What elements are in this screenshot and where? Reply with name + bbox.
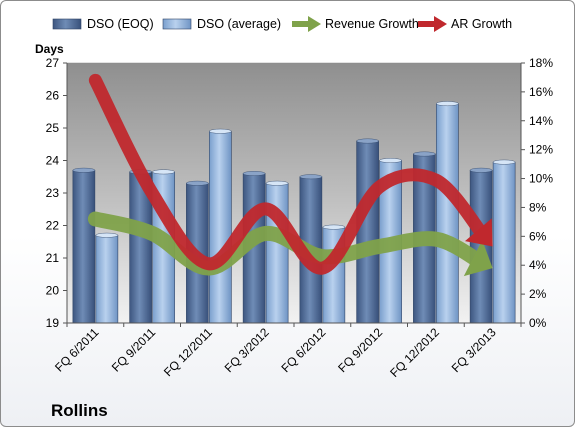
x-tick-fq-6-2012: FQ 6/2012 — [279, 325, 329, 375]
bar-cap — [436, 101, 459, 107]
legend-swatch-arrow — [308, 16, 321, 32]
bar-dso-average-3 — [265, 180, 289, 324]
bar-dso-average-7 — [492, 159, 516, 324]
y-right-tick-10: 10% — [529, 172, 553, 186]
legend-item-revenue-growth: Revenue Growth — [292, 16, 419, 32]
y-right-tick-18: 18% — [529, 56, 553, 70]
legend-item-dso-eoq: DSO (EOQ) — [52, 17, 154, 31]
bar-cap — [209, 128, 232, 134]
bar-dso-average-6 — [436, 101, 459, 324]
bar-body — [95, 234, 119, 324]
bar-cap — [242, 171, 266, 176]
y-left-tick-22: 22 — [46, 219, 60, 233]
bar-cap — [299, 174, 323, 180]
y-right-tick-12: 12% — [529, 143, 553, 157]
company-label: Rollins — [51, 401, 108, 420]
bar-cap — [492, 159, 516, 165]
legend-item-ar-growth: AR Growth — [418, 16, 512, 32]
bar-dso-average-2 — [209, 128, 232, 324]
bar-cap — [379, 158, 402, 163]
y-left-tick-26: 26 — [46, 89, 60, 103]
x-tick-fq-12-2012: FQ 12/2012 — [387, 325, 442, 380]
bar-dso-eoq-0 — [72, 167, 96, 324]
x-tick-fq-6-2011: FQ 6/2011 — [52, 325, 102, 375]
bar-cap — [152, 169, 175, 175]
legend-swatch — [162, 18, 192, 30]
bar-cap — [469, 167, 493, 173]
x-tick-fq-3-2013: FQ 3/2013 — [449, 325, 499, 375]
bar-dso-eoq-5 — [356, 138, 379, 324]
legend-item-dso-average: DSO (average) — [162, 17, 281, 31]
line-ar-growth — [88, 73, 493, 275]
y-left-axis-title: Days — [35, 42, 64, 56]
bar-dso-average-0 — [95, 232, 119, 324]
y-left-tick-25: 25 — [46, 121, 60, 135]
bar-cap — [186, 180, 209, 186]
x-tick-fq-9-2012: FQ 9/2012 — [335, 325, 385, 375]
legend-label: Revenue Growth — [325, 17, 419, 31]
bar-cap — [265, 180, 289, 186]
arrowhead — [463, 240, 493, 277]
bar-cap — [72, 167, 96, 173]
x-tick-fq-3-2012: FQ 3/2012 — [222, 325, 272, 375]
y-right-tick-14: 14% — [529, 114, 553, 128]
y-left-tick-23: 23 — [46, 186, 60, 200]
bar-body — [72, 169, 96, 324]
y-left-tick-24: 24 — [46, 154, 60, 168]
legend-label: DSO (average) — [197, 17, 281, 31]
bar-cap — [322, 224, 346, 230]
y-left-tick-27: 27 — [46, 56, 60, 70]
bar-body — [209, 130, 232, 324]
x-tick-fq-9-2011: FQ 9/2011 — [109, 325, 159, 375]
y-left-tick-19: 19 — [46, 316, 60, 330]
lines-layer — [87, 73, 493, 277]
bar-body — [492, 161, 516, 324]
y-right-tick-8: 8% — [529, 200, 547, 214]
bar-body — [436, 103, 459, 324]
x-tick-fq-12-2011: FQ 12/2011 — [161, 325, 215, 379]
y-right-tick-2: 2% — [529, 287, 547, 301]
y-right-tick-0: 0% — [529, 316, 547, 330]
legend: DSO (EOQ) DSO (average) Revenue Growth AR G… — [52, 16, 512, 32]
y-right-tick-6: 6% — [529, 229, 547, 243]
bar-cap — [95, 232, 119, 238]
legend-swatch-arrow — [434, 16, 447, 32]
y-right-tick-16: 16% — [529, 85, 553, 99]
bar-cap — [356, 138, 379, 144]
arrowhead — [464, 218, 493, 247]
bar-body — [356, 140, 379, 324]
legend-swatch — [52, 18, 82, 30]
legend-label: AR Growth — [451, 17, 512, 31]
legend-label: DSO (EOQ) — [87, 17, 154, 31]
bar-cap — [413, 151, 436, 157]
y-right-tick-4: 4% — [529, 258, 547, 272]
y-left-tick-20: 20 — [46, 284, 60, 298]
y-left-tick-21: 21 — [46, 251, 60, 265]
